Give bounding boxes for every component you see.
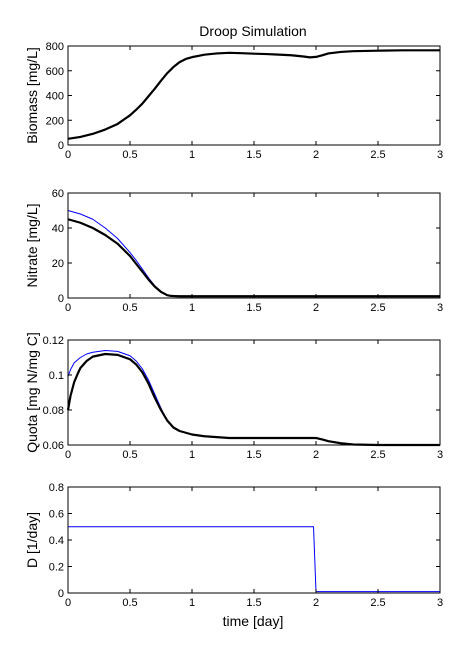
y-tick-label: 800 bbox=[46, 41, 64, 53]
x-tick-label: 1 bbox=[189, 597, 195, 609]
y-tick-label: 0.12 bbox=[43, 335, 64, 347]
x-tick-label: 0 bbox=[65, 149, 71, 161]
y-tick-label: 40 bbox=[52, 223, 64, 235]
y-tick-label: 0.08 bbox=[43, 405, 64, 417]
series-line-3-1 bbox=[67, 350, 230, 439]
figure-title: Droop Simulation bbox=[199, 23, 306, 39]
series-line-1-1 bbox=[67, 49, 440, 140]
y-tick-label: 0.6 bbox=[49, 509, 64, 521]
y-tick-label: 60 bbox=[52, 188, 64, 200]
x-tick-label: 1 bbox=[189, 149, 195, 161]
x-tick-label: 1.5 bbox=[246, 449, 261, 461]
series-line-2-1 bbox=[67, 210, 440, 297]
y-tick-label: 0 bbox=[58, 588, 64, 600]
x-tick-label: 2 bbox=[313, 449, 319, 461]
y-axis-label: Biomass [mg/L] bbox=[24, 47, 40, 143]
y-axis-label: D [1/day] bbox=[24, 512, 40, 568]
y-axis-label: Quota [mg N/mg C] bbox=[24, 332, 40, 453]
y-tick-label: 0.8 bbox=[49, 482, 64, 494]
x-tick-label: 0 bbox=[65, 597, 71, 609]
series-line-3-2 bbox=[66, 352, 440, 447]
x-tick-label: 0.5 bbox=[122, 302, 137, 314]
x-tick-label: 2.5 bbox=[370, 597, 385, 609]
y-tick-label: 0 bbox=[58, 293, 64, 305]
x-axis-label: time [day] bbox=[223, 613, 284, 629]
x-tick-label: 0.5 bbox=[122, 149, 137, 161]
x-tick-label: 3 bbox=[437, 302, 443, 314]
x-tick-label: 3 bbox=[437, 597, 443, 609]
series-line-4-1 bbox=[68, 526, 440, 593]
x-tick-label: 1 bbox=[189, 449, 195, 461]
x-tick-label: 0 bbox=[65, 449, 71, 461]
y-tick-label: 600 bbox=[46, 66, 64, 78]
y-tick-label: 0.06 bbox=[43, 440, 64, 452]
x-tick-label: 2.5 bbox=[370, 449, 385, 461]
y-tick-label: 400 bbox=[46, 91, 64, 103]
x-tick-label: 3 bbox=[437, 449, 443, 461]
x-tick-label: 2 bbox=[313, 149, 319, 161]
y-axis-label: Nitrate [mg/L] bbox=[24, 203, 40, 287]
y-tick-label: 0 bbox=[58, 140, 64, 152]
x-tick-label: 1.5 bbox=[246, 149, 261, 161]
series-line-2-2 bbox=[67, 218, 440, 298]
x-tick-label: 2.5 bbox=[370, 149, 385, 161]
x-tick-label: 0.5 bbox=[122, 449, 137, 461]
x-tick-label: 2 bbox=[313, 302, 319, 314]
y-tick-label: 0.4 bbox=[49, 535, 64, 547]
subplot-2: 0 0.5 1 1.5 2 2.5 3 0 20 40 60 Nitrate [mg/L] bbox=[24, 188, 443, 314]
subplot-4: 0 0.5 1 1.5 2 2.5 3 0 0.2 0.4 0.6 0.8 D [1/day] bbox=[24, 482, 443, 609]
x-tick-label: 0.5 bbox=[122, 597, 137, 609]
subplot-1: 0 0.5 1 1.5 2 2.5 3 0 200 400 600 800 Biomass [mg/L] bbox=[24, 41, 443, 161]
x-tick-label: 2 bbox=[313, 597, 319, 609]
x-tick-label: 1.5 bbox=[246, 302, 261, 314]
x-tick-label: 3 bbox=[437, 149, 443, 161]
y-tick-label: 200 bbox=[46, 115, 64, 127]
y-tick-label: 0.2 bbox=[49, 562, 64, 574]
axes-box bbox=[67, 45, 441, 146]
y-tick-label: 20 bbox=[52, 258, 64, 270]
x-tick-label: 0 bbox=[65, 302, 71, 314]
x-tick-label: 2.5 bbox=[370, 302, 385, 314]
axes-box bbox=[67, 339, 441, 446]
x-tick-label: 1.5 bbox=[246, 597, 261, 609]
axes-box bbox=[67, 486, 441, 594]
y-tick-label: 0.1 bbox=[49, 370, 64, 382]
x-tick-label: 1 bbox=[189, 302, 195, 314]
